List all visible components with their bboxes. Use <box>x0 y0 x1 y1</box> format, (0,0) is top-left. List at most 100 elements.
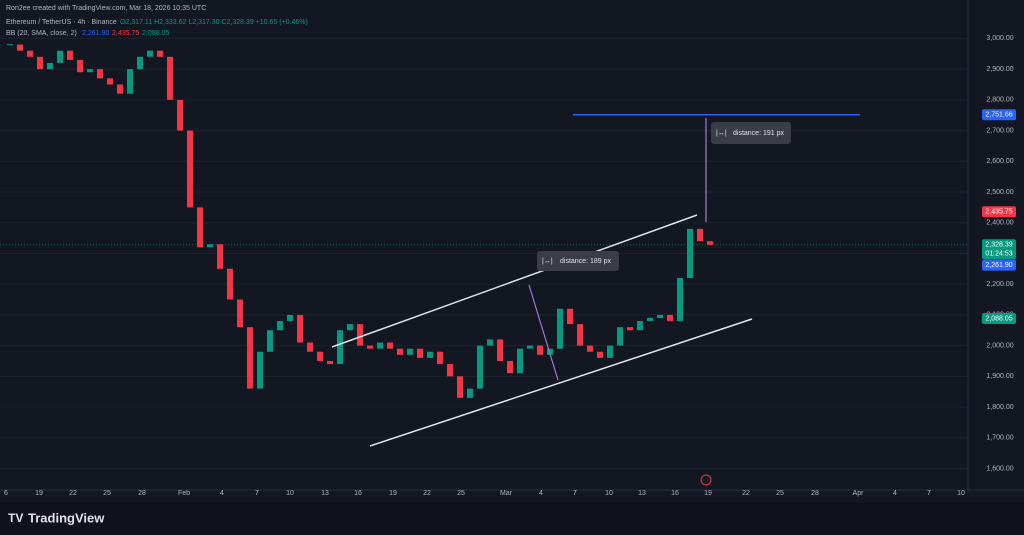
channel-line <box>331 214 698 348</box>
candle <box>397 348 403 355</box>
time-tick-label: 25 <box>776 490 784 497</box>
price-label: 2,088.05 <box>985 315 1012 322</box>
price-label-box <box>982 206 1016 218</box>
indicator: BB (20, SMA, close, 2) <box>6 30 77 37</box>
candle <box>597 351 603 358</box>
time-tick-label: 22 <box>742 490 750 497</box>
distance-arrow <box>528 284 559 381</box>
candle <box>387 342 393 349</box>
time-tick-label: 25 <box>103 490 111 497</box>
candle <box>97 69 103 79</box>
candle <box>517 348 523 374</box>
time-tick-label: 7 <box>573 490 577 497</box>
time-tick-label: 25 <box>457 490 465 497</box>
ohlc: O2,317.11 H2,333.62 L2,317.30 C2,328.39 … <box>120 19 308 26</box>
time-tick-label: Feb <box>178 490 190 497</box>
candle <box>247 327 253 389</box>
candle <box>307 342 313 352</box>
indicator-value: 2,435.75 <box>112 30 139 37</box>
candle <box>87 69 93 73</box>
time-tick-label: 4 <box>220 490 224 497</box>
candle <box>347 324 353 331</box>
price-label-box <box>982 259 1016 271</box>
candle <box>57 50 63 63</box>
attribution: Ron2ee created with TradingView.com, Mar… <box>6 5 206 12</box>
annotation: distance: 189 px <box>560 258 611 265</box>
annotation-icon: |↔| <box>542 258 553 265</box>
time-tick-label: 22 <box>423 490 431 497</box>
candle <box>707 241 713 245</box>
price-label-box <box>982 313 1016 325</box>
time-tick-label: 4 <box>539 490 543 497</box>
price-tick-label: 1,600.00 <box>986 465 1013 472</box>
price-tick-label: 3,000.00 <box>986 35 1013 42</box>
annotation-box <box>711 122 791 144</box>
candle <box>557 308 563 349</box>
price-tick-label: 2,800.00 <box>986 97 1013 104</box>
candle <box>607 345 613 358</box>
time-tick-label: 13 <box>638 490 646 497</box>
candle <box>457 376 463 398</box>
candle <box>327 360 333 365</box>
price-label-box <box>982 239 1016 260</box>
candle <box>477 345 483 389</box>
time-tick-label: 6 <box>4 490 8 497</box>
candle <box>527 345 533 349</box>
candle <box>147 50 153 57</box>
event-icon <box>700 474 712 486</box>
candle <box>157 50 163 57</box>
candle <box>407 348 413 355</box>
candle <box>197 207 203 248</box>
indicator-value: 2,088.05 <box>142 30 169 37</box>
candle <box>267 330 273 352</box>
footer-bar <box>0 503 1024 535</box>
candle <box>67 50 73 60</box>
price-tick-label: 2,000.00 <box>986 342 1013 349</box>
candle <box>277 321 283 331</box>
time-tick-label: 16 <box>671 490 679 497</box>
time-tick-label: 4 <box>893 490 897 497</box>
logo-mark: TV <box>8 511 23 525</box>
time-tick-label: 7 <box>927 490 931 497</box>
candle <box>27 50 33 57</box>
candle <box>677 278 683 322</box>
price-tick-label: 2,700.00 <box>986 127 1013 134</box>
candle <box>167 56 173 100</box>
time-tick-label: 13 <box>321 490 329 497</box>
candle <box>507 360 513 374</box>
annotation-box <box>537 251 619 271</box>
time-tick-label: 19 <box>389 490 397 497</box>
candle <box>427 351 433 358</box>
candle <box>187 130 193 208</box>
price-label: 2,261.90 <box>985 262 1012 269</box>
candle <box>627 327 633 331</box>
candle <box>567 308 573 325</box>
candle <box>357 324 363 346</box>
candle <box>227 268 233 300</box>
candle <box>337 330 343 365</box>
candle <box>377 342 383 349</box>
candle <box>617 327 623 346</box>
price-tick-label: 1,700.00 <box>986 435 1013 442</box>
channel-line <box>369 318 753 447</box>
time-tick-label: 10 <box>957 490 965 497</box>
candle <box>77 59 83 73</box>
candle <box>47 62 53 70</box>
price-tick-label: 2,400.00 <box>986 220 1013 227</box>
candle <box>687 228 693 279</box>
time-tick-label: 7 <box>255 490 259 497</box>
candle <box>657 314 663 318</box>
time-tick-label: 28 <box>811 490 819 497</box>
price-label-box <box>982 109 1016 121</box>
candle <box>367 345 373 349</box>
annotation: distance: 191 px <box>733 130 784 137</box>
candle <box>317 351 323 361</box>
time-tick-label: 19 <box>704 490 712 497</box>
candle <box>217 244 223 269</box>
candle <box>107 78 113 85</box>
candle <box>117 84 123 94</box>
candle <box>697 228 703 242</box>
